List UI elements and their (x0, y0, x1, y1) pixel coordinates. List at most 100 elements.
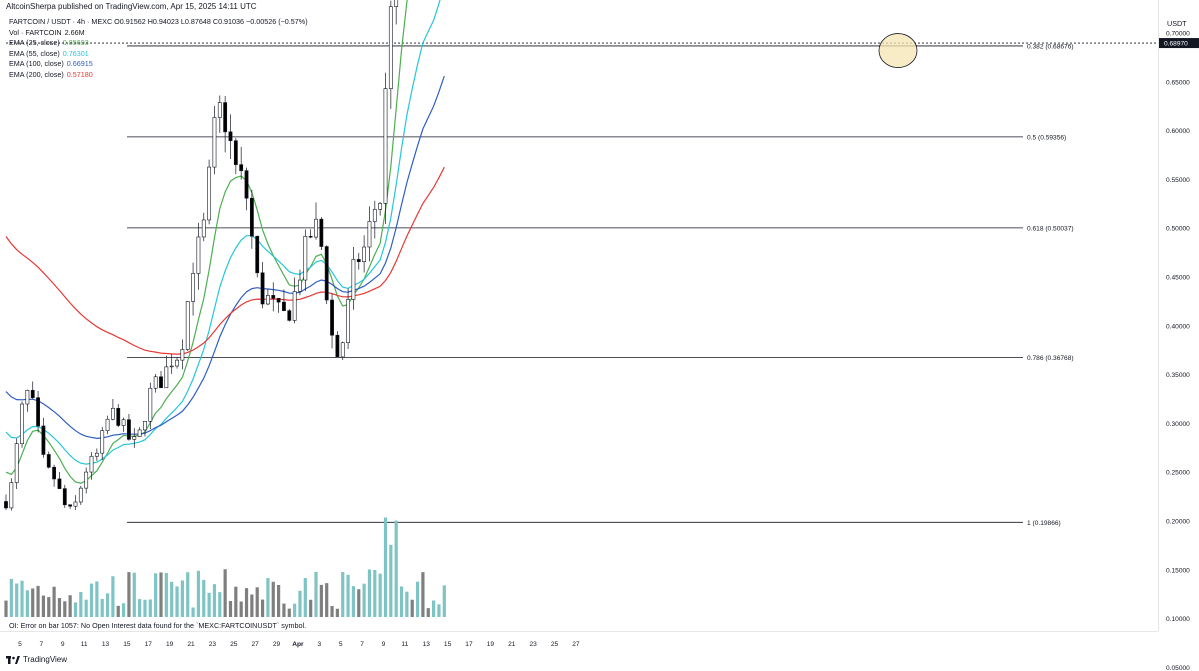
candle[interactable] (4, 494, 8, 511)
highlight-circle[interactable] (878, 33, 918, 68)
ema200-row[interactable]: EMA (200, close) 0.57180 (9, 70, 308, 81)
candle[interactable] (372, 200, 377, 239)
ema25-row[interactable]: EMA (25, close) 0.85693 (9, 38, 308, 49)
candle[interactable] (148, 382, 153, 430)
candle[interactable] (217, 95, 222, 133)
candle[interactable] (207, 159, 212, 225)
candle[interactable] (169, 353, 174, 374)
candle[interactable] (159, 370, 163, 389)
candle[interactable] (36, 390, 40, 433)
candle-body (52, 466, 57, 480)
candle[interactable] (335, 331, 340, 358)
candle[interactable] (239, 146, 244, 180)
candle[interactable] (143, 421, 147, 437)
price-axis[interactable] (1158, 0, 1199, 631)
candle[interactable] (212, 106, 217, 175)
ema100-row[interactable]: EMA (100, close) 0.66915 (9, 59, 308, 70)
volume-label: Vol · FARTCOIN (9, 27, 62, 37)
candle[interactable] (378, 201, 383, 216)
candle[interactable] (89, 452, 94, 480)
candle[interactable] (62, 484, 67, 508)
candle[interactable] (223, 96, 228, 153)
candle[interactable] (46, 451, 51, 469)
candle[interactable] (196, 222, 201, 290)
candle[interactable] (314, 202, 318, 240)
candle[interactable] (383, 72, 388, 225)
ema25-line[interactable] (5, 0, 444, 484)
candle[interactable] (298, 269, 302, 296)
candle[interactable] (52, 464, 57, 487)
ema100-line[interactable] (5, 75, 445, 440)
candle[interactable] (282, 289, 286, 312)
candle[interactable] (367, 206, 372, 262)
candle[interactable] (191, 262, 195, 316)
ema55-row[interactable]: EMA (55, close) 0.76301 (9, 49, 308, 60)
candle[interactable] (394, 0, 399, 25)
candle[interactable] (127, 413, 131, 441)
candle[interactable] (324, 245, 329, 305)
candle[interactable] (137, 427, 142, 437)
candle[interactable] (84, 467, 89, 494)
candle[interactable] (260, 262, 265, 309)
time-axis[interactable] (0, 631, 1158, 651)
candle[interactable] (180, 339, 185, 370)
candle[interactable] (201, 212, 206, 242)
candle[interactable] (105, 415, 110, 435)
candle[interactable] (57, 472, 62, 490)
candle[interactable] (132, 428, 137, 448)
candle[interactable] (271, 282, 276, 312)
candle[interactable] (25, 389, 30, 412)
candle[interactable] (362, 235, 367, 273)
candle[interactable] (340, 341, 345, 361)
candle[interactable] (356, 252, 361, 270)
candle[interactable] (228, 114, 233, 160)
volume-bar (244, 588, 249, 617)
candle[interactable] (319, 217, 324, 250)
tradingview-brand[interactable]: TradingView (6, 655, 67, 664)
y-tick-label: 0.05000 (1166, 665, 1190, 671)
candle[interactable] (73, 495, 78, 511)
candle[interactable] (9, 478, 14, 511)
candle[interactable] (255, 235, 260, 278)
candle[interactable] (266, 289, 270, 306)
candle[interactable] (249, 189, 254, 249)
candle[interactable] (116, 404, 121, 428)
candle[interactable] (68, 504, 73, 509)
candle[interactable] (233, 138, 238, 175)
candle-body (260, 272, 265, 305)
candle[interactable] (351, 246, 356, 310)
x-tick-label: 19 (166, 641, 174, 648)
candle-body (30, 389, 35, 398)
candle[interactable] (14, 438, 19, 490)
candle-body (298, 279, 302, 292)
ema200-line[interactable] (5, 166, 445, 355)
candle[interactable] (287, 309, 292, 322)
candle[interactable] (30, 381, 35, 400)
candle[interactable] (308, 229, 313, 239)
ema100-value: 0.66915 (66, 59, 93, 68)
candle[interactable] (153, 374, 158, 393)
candle[interactable] (330, 293, 334, 349)
ema55-line[interactable] (5, 0, 444, 465)
candle[interactable] (303, 229, 308, 292)
candle[interactable] (276, 297, 281, 313)
candle[interactable] (164, 355, 169, 389)
candle[interactable] (94, 448, 99, 461)
candle[interactable] (175, 357, 179, 369)
candle[interactable] (244, 167, 249, 211)
ema200-value: 0.57180 (66, 69, 93, 79)
candle[interactable] (121, 417, 126, 432)
candle[interactable] (78, 485, 83, 505)
candle[interactable] (346, 288, 350, 350)
candle[interactable] (388, 0, 393, 109)
volume-bar (394, 520, 398, 617)
candle[interactable] (292, 277, 297, 324)
candle[interactable] (111, 398, 115, 421)
candle[interactable] (100, 426, 105, 461)
candle[interactable] (185, 300, 190, 352)
volume-bar (314, 571, 318, 617)
candle[interactable] (41, 417, 46, 458)
candle[interactable] (20, 401, 24, 448)
